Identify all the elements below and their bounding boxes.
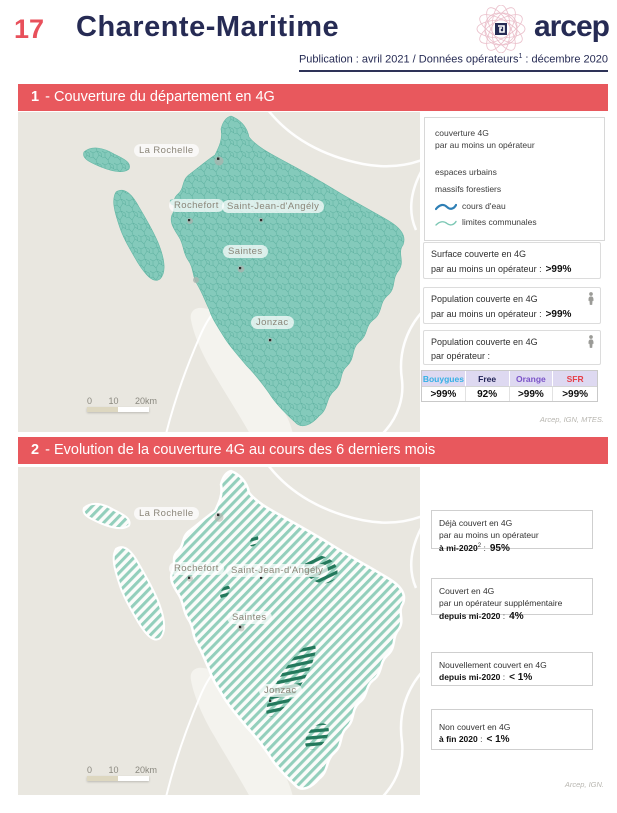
legend-water: cours d'eau xyxy=(434,201,598,213)
section2-title: - Evolution de la couverture 4G au cours… xyxy=(45,442,436,458)
publication-date: : décembre 2020 xyxy=(522,53,608,66)
person-icon xyxy=(587,335,595,353)
legend-value: < 1% xyxy=(509,672,533,684)
legend-coverage-line1: couverture 4G xyxy=(435,128,489,138)
publication-line: Publication : avril 2021 / Données opéra… xyxy=(298,53,608,72)
section2-number: 2 xyxy=(31,442,40,458)
legend-covered-additional-operator: Couvert en 4G par un opérateur supplémen… xyxy=(431,578,593,622)
scale-0: 0 xyxy=(87,765,93,775)
coverage-map-section: La Rochelle Rochefort Saint-Jean-d'Angél… xyxy=(18,112,608,432)
legend-value: 95% xyxy=(489,542,510,554)
scale-bar: 0 10 20km xyxy=(87,396,157,412)
stat-value: >99% xyxy=(545,308,572,320)
boundary-line-icon xyxy=(435,218,457,228)
city-label-saint-jean-dangely: Saint-Jean-d'Angély xyxy=(226,564,329,577)
operator-value-sfr: >99% xyxy=(553,386,597,401)
river-line-icon xyxy=(434,202,458,212)
legend-urban: espaces urbains xyxy=(435,166,497,177)
legend-coverage: couverture 4G par au moins un opérateur xyxy=(435,128,598,152)
city-label-jonzac: Jonzac xyxy=(251,316,294,329)
section1-title: - Couverture du département en 4G xyxy=(45,89,275,105)
map2-side-panel: Déjà couvert en 4G par au moins un opéra… xyxy=(420,467,608,795)
scale-20km: 20km xyxy=(134,765,157,775)
city-label-saintes: Saintes xyxy=(227,611,272,624)
department-shape-hatched xyxy=(82,469,406,790)
operator-header-free: Free xyxy=(465,371,510,386)
stat-line1: Population couverte en 4G xyxy=(431,294,538,304)
evolution-map-section: La Rochelle Rochefort Saint-Jean-d'Angél… xyxy=(18,467,608,795)
city-label-rochefort: Rochefort xyxy=(169,562,224,575)
operator-value-bouygues: >99% xyxy=(422,386,466,401)
stat-value: >99% xyxy=(545,263,572,275)
section2-banner: 2 - Evolution de la couverture 4G au cou… xyxy=(18,437,608,464)
scale-0: 0 xyxy=(87,396,93,406)
stat-line2: par au moins un opérateur : xyxy=(431,263,542,274)
arcep-logo-text: arcep xyxy=(533,10,610,43)
stat-line1: Population couverte en 4G xyxy=(431,337,538,347)
city-dots xyxy=(188,157,272,342)
operator-header-bouygues: Bouygues xyxy=(422,371,466,386)
legend-value: < 1% xyxy=(486,734,510,746)
legend-boundaries: limites communales xyxy=(435,217,598,229)
publication-text: Publication : avril 2021 / Données opéra… xyxy=(298,53,519,66)
scale-bar: 0 10 20km xyxy=(87,765,157,781)
legend-not-covered: Non couvert en 4G à fin 2020 : < 1% xyxy=(431,709,593,750)
operator-coverage-table: Bouygues Free Orange SFR >99% 92% >99% >… xyxy=(421,370,598,402)
surface-coverage-stat: Surface couverte en 4G par au moins un o… xyxy=(423,242,601,279)
operator-header-sfr: SFR xyxy=(553,371,597,386)
operator-value-orange: >99% xyxy=(509,386,554,401)
section1-number: 1 xyxy=(31,89,40,105)
legend-newly-covered: Nouvellement couvert en 4G depuis mi-202… xyxy=(431,652,593,686)
population-by-operator-stat: Population couverte en 4G par opérateur … xyxy=(423,330,601,365)
arcep-logo: arcep xyxy=(476,5,610,53)
stat-line2: par au moins un opérateur : xyxy=(431,308,542,319)
map1-attribution: Arcep, IGN, MTES. xyxy=(539,415,604,424)
city-label-rochefort: Rochefort xyxy=(169,199,224,212)
legend-forests: massifs forestiers xyxy=(435,183,502,194)
scale-20km: 20km xyxy=(134,396,157,406)
evolution-map xyxy=(18,467,420,795)
section1-banner: 1 - Couverture du département en 4G xyxy=(18,84,608,111)
city-label-saintes: Saintes xyxy=(223,245,268,258)
person-icon xyxy=(587,292,595,310)
operator-value-free: 92% xyxy=(465,386,510,401)
scale-10: 10 xyxy=(108,765,119,775)
department-shape xyxy=(83,115,405,427)
city-label-la-rochelle: La Rochelle xyxy=(134,144,199,157)
stat-line1: Surface couverte en 4G xyxy=(431,249,527,259)
map1-side-panel: couverture 4G par au moins un opérateur … xyxy=(420,112,608,432)
page-title: Charente-Maritime xyxy=(76,11,340,43)
legend-value: 4% xyxy=(509,610,524,622)
department-number: 17 xyxy=(14,14,45,44)
population-coverage-stat: Population couverte en 4G par au moins u… xyxy=(423,287,601,324)
stat-line2: par opérateur : xyxy=(431,350,491,361)
publication-footnote: 1 xyxy=(518,53,523,60)
operator-header-orange: Orange xyxy=(509,371,554,386)
arcep-rosette-icon xyxy=(476,5,526,53)
coverage-map xyxy=(18,112,420,432)
city-label-la-rochelle: La Rochelle xyxy=(134,507,199,520)
legend-coverage-line2: par au moins un opérateur xyxy=(435,139,535,150)
map2-attribution: Arcep, IGN. xyxy=(564,780,604,789)
city-label-jonzac: Jonzac xyxy=(259,684,302,697)
scale-10: 10 xyxy=(108,396,119,406)
city-dots xyxy=(188,513,272,702)
city-label-saint-jean-dangely: Saint-Jean-d'Angély xyxy=(222,200,325,213)
map1-legend: couverture 4G par au moins un opérateur … xyxy=(424,117,605,241)
legend-already-covered: Déjà couvert en 4G par au moins un opéra… xyxy=(431,510,593,554)
